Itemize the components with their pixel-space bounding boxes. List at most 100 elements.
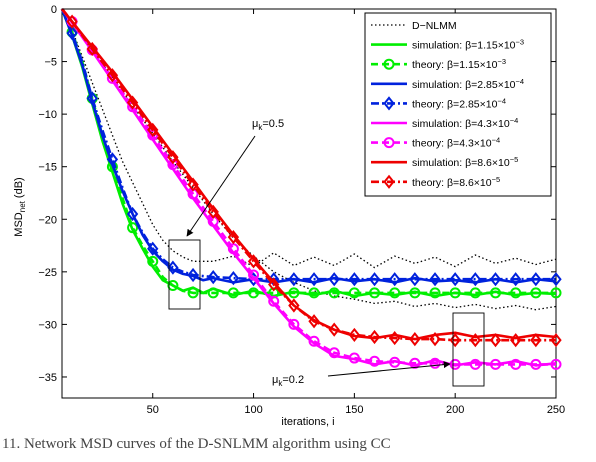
legend-entry-2: theory: β=1.15×10−3 [371, 57, 506, 71]
data-point-diamond [348, 272, 361, 287]
y-axis-label: MSDnet (dB) [13, 177, 27, 236]
data-point-diamond [383, 96, 395, 111]
data-point-diamond [328, 272, 340, 287]
data-point-diamond [530, 333, 542, 348]
msd-line-chart: μk=0.5 μk=0.2 50 100 150 200 250 0 −5 −10 −15 −20 −… [13, 4, 565, 428]
legend-entry-0: D−NLMM [371, 20, 457, 32]
data-point-circle [409, 287, 421, 299]
y-tick-label: −25 [38, 267, 57, 279]
y-tick-label: −35 [38, 372, 57, 384]
annotation-label: μk=0.5 [252, 118, 284, 132]
legend-label: theory: β=2.85×10−4 [412, 96, 506, 110]
data-point-circle [550, 287, 562, 299]
data-point-diamond [268, 277, 280, 292]
y-tick-label: −10 [38, 109, 57, 121]
data-point-circle [389, 287, 401, 299]
data-point-diamond [126, 206, 139, 222]
y-tick-label: −5 [44, 57, 57, 69]
legend-label: simulation: β=4.3×10−4 [412, 116, 518, 130]
x-tick-label: 50 [147, 404, 159, 416]
series-5 [60, 8, 562, 287]
data-point-circle [389, 356, 401, 368]
legend-entry-3: simulation: β=2.85×10−4 [371, 77, 524, 91]
data-point-diamond [86, 91, 98, 106]
data-point-circle [383, 137, 395, 149]
data-point-diamond [227, 271, 240, 286]
data-point-circle [383, 58, 395, 70]
data-point-diamond [550, 272, 562, 287]
legend-entry-6: theory: β=4.3×10−4 [371, 136, 500, 150]
annotation-label: μk=0.2 [272, 374, 304, 388]
data-point-diamond [86, 41, 98, 57]
x-axis-label: iterations, i [281, 416, 334, 428]
y-tick-label: 0 [51, 4, 57, 16]
legend: D−NLMM simulation: β=1.15×10−3 theory: β=1… [364, 12, 552, 197]
legend-entry-1: simulation: β=1.15×10−3 [371, 38, 524, 52]
series-line-7 [60, 8, 556, 366]
data-point-circle [490, 287, 502, 299]
data-point-diamond [530, 272, 542, 287]
data-point-circle [530, 287, 542, 299]
data-point-circle [469, 358, 481, 370]
legend-label: theory: β=8.6×10−5 [412, 175, 500, 189]
legend-entry-5: simulation: β=4.3×10−4 [371, 116, 518, 130]
data-point-circle [227, 287, 239, 299]
legend-entry-7: simulation: β=8.6×10−5 [371, 155, 518, 169]
data-point-diamond [469, 272, 482, 287]
data-point-circle [248, 269, 260, 281]
legend-entry-8: theory: β=8.6×10−5 [371, 174, 500, 189]
legend-label: theory: β=1.15×10−3 [412, 57, 506, 71]
data-point-diamond [66, 26, 78, 41]
data-point-diamond [187, 267, 199, 283]
legend-entry-4: theory: β=2.85×10−4 [371, 96, 506, 111]
data-point-diamond [106, 68, 119, 83]
legend-label: theory: β=4.3×10−4 [412, 136, 500, 150]
x-tick-label: 150 [345, 404, 363, 416]
data-point-diamond [383, 174, 395, 189]
data-point-circle [510, 358, 522, 370]
data-point-circle [369, 355, 381, 367]
data-point-circle [348, 287, 360, 299]
data-point-diamond [308, 314, 320, 329]
data-point-circle [248, 287, 260, 299]
series-line-0 [61, 8, 557, 269]
data-point-diamond [288, 298, 300, 313]
data-point-circle [187, 287, 199, 299]
x-tick-label: 200 [446, 404, 464, 416]
data-point-diamond [489, 272, 502, 287]
data-point-circle [429, 357, 441, 369]
data-point-diamond [167, 150, 179, 165]
data-point-diamond [409, 272, 421, 287]
data-point-diamond [167, 260, 179, 275]
x-tick-label: 250 [547, 404, 565, 416]
series-layer [60, 8, 562, 370]
data-point-circle [308, 335, 320, 347]
data-point-diamond [389, 272, 401, 287]
data-point-diamond [207, 269, 219, 285]
legend-label: D−NLMM [412, 20, 457, 32]
annotation-layer: μk=0.5 μk=0.2 [168, 118, 485, 388]
data-point-circle [308, 287, 320, 299]
y-tick-label: −15 [38, 162, 57, 174]
legend-label: simulation: β=1.15×10−3 [412, 38, 524, 52]
data-point-diamond [550, 333, 562, 348]
data-point-diamond [187, 177, 199, 192]
data-point-diamond [368, 272, 381, 287]
data-point-circle [328, 287, 340, 299]
data-point-circle [490, 358, 502, 370]
data-point-circle [550, 358, 562, 370]
series-0 [61, 8, 557, 269]
data-point-circle [469, 287, 481, 299]
data-point-diamond [368, 329, 381, 345]
data-point-diamond [288, 272, 300, 287]
data-point-circle [369, 287, 381, 299]
data-point-diamond [147, 241, 159, 256]
y-tick-label: −20 [38, 214, 57, 226]
data-point-diamond [106, 152, 119, 167]
data-point-diamond [489, 333, 502, 348]
zoom-box-b [452, 312, 485, 387]
zoom-box-a [168, 239, 201, 310]
data-point-circle [167, 280, 179, 292]
data-point-circle [348, 352, 360, 364]
data-point-circle [127, 222, 139, 234]
